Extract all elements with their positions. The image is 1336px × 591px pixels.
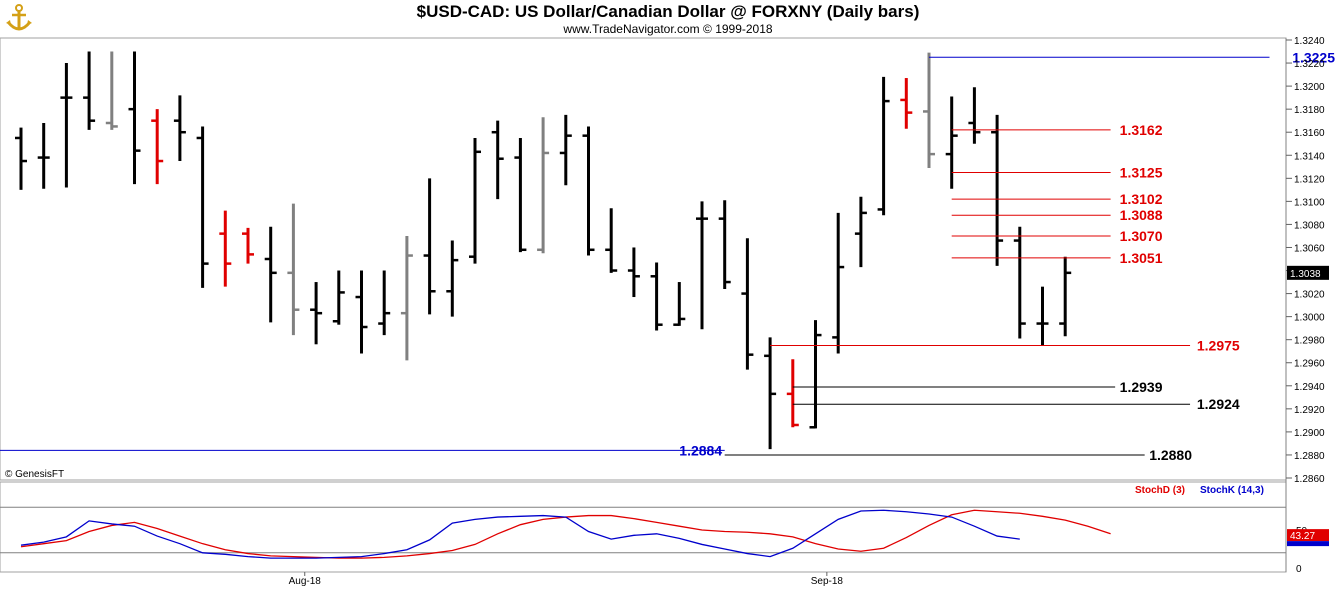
ohlc-bar xyxy=(355,270,368,354)
credit-text: © GenesisFT xyxy=(5,469,64,480)
ohlc-bar xyxy=(877,76,890,216)
y-tick-label: 1.2980 xyxy=(1294,336,1325,347)
y-tick-label: 1.3200 xyxy=(1294,82,1325,93)
level-label: 1.2884 xyxy=(679,442,722,458)
ohlc-bar xyxy=(605,208,618,273)
ohlc-bar xyxy=(854,196,867,268)
y-tick-label: 1.3240 xyxy=(1294,36,1325,47)
y-tick-label: 1.3000 xyxy=(1294,313,1325,324)
ohlc-bar xyxy=(264,226,277,323)
stoch-last-label: 43.27 xyxy=(1290,531,1315,542)
y-tick-label: 1.3060 xyxy=(1294,243,1325,254)
x-tick-label: Sep-18 xyxy=(811,576,844,587)
price-panel xyxy=(0,37,1287,481)
level-label: 1.2939 xyxy=(1120,379,1163,395)
level-label: 1.3102 xyxy=(1120,191,1163,207)
level-label: 1.3088 xyxy=(1120,207,1163,223)
ohlc-bar xyxy=(15,127,27,190)
level-label: 1.3070 xyxy=(1120,228,1163,244)
anchor-logo-icon xyxy=(4,2,34,34)
chart-subtitle: www.TradeNavigator.com © 1999-2018 xyxy=(563,22,773,36)
y-tick-label: 1.2960 xyxy=(1294,359,1325,370)
stoch-tick-label: 0 xyxy=(1296,564,1302,575)
y-tick-label: 1.2920 xyxy=(1294,405,1325,416)
ohlc-bar xyxy=(832,212,845,354)
ohlc-bar xyxy=(287,203,300,336)
ohlc-bar xyxy=(900,78,913,129)
legend-stochk: StochK (14,3) xyxy=(1200,485,1264,496)
ohlc-bar xyxy=(741,238,754,370)
ohlc-bar xyxy=(650,262,663,331)
ohlc-bar xyxy=(60,63,73,188)
ohlc-bar xyxy=(196,126,209,288)
level-label: 1.2924 xyxy=(1197,396,1240,412)
ohlc-bar xyxy=(627,247,640,298)
ohlc-bar xyxy=(764,337,777,450)
last-price-label: 1.3038 xyxy=(1290,269,1321,280)
y-tick-label: 1.2880 xyxy=(1294,451,1325,462)
ohlc-bar xyxy=(310,282,323,345)
x-tick-label: Aug-18 xyxy=(289,576,322,587)
ohlc-bar xyxy=(491,120,504,200)
ohlc-bar xyxy=(83,51,96,130)
ohlc-bar xyxy=(37,122,50,189)
ohlc-bar xyxy=(945,96,958,189)
ohlc-bar xyxy=(446,240,459,317)
y-tick-label: 1.3120 xyxy=(1294,174,1325,185)
level-label: 1.3125 xyxy=(1120,165,1163,181)
y-tick-label: 1.3020 xyxy=(1294,290,1325,301)
level-label: 1.3051 xyxy=(1120,250,1163,266)
ohlc-bar xyxy=(332,270,345,325)
ohlc-bar xyxy=(718,200,731,289)
y-tick-label: 1.3100 xyxy=(1294,197,1325,208)
ohlc-bar xyxy=(1059,256,1072,337)
ohlc-bar xyxy=(923,52,935,168)
y-tick-label: 1.2900 xyxy=(1294,428,1325,439)
y-tick-label: 1.3180 xyxy=(1294,105,1325,116)
level-label: 1.2975 xyxy=(1197,337,1240,353)
chart-title: $USD-CAD: US Dollar/Canadian Dollar @ FO… xyxy=(416,2,920,21)
stoch-last-box xyxy=(1287,529,1329,542)
stochastic-panel xyxy=(0,481,1287,573)
ohlc-bar xyxy=(537,117,550,254)
ohlc-bar xyxy=(559,114,572,186)
ohlc-bar xyxy=(151,109,164,185)
level-label: 1.2880 xyxy=(1149,447,1192,463)
ohlc-bar xyxy=(514,137,527,253)
ohlc-bar xyxy=(673,282,686,326)
ohlc-bar xyxy=(968,87,981,144)
ohlc-bar xyxy=(1036,286,1049,346)
level-label: 1.3225 xyxy=(1292,49,1335,65)
stoch-k-last-box xyxy=(1287,541,1329,547)
y-tick-label: 1.3220 xyxy=(1294,59,1325,70)
ohlc-bar xyxy=(423,178,436,315)
last-price-box xyxy=(1287,265,1329,280)
ohlc-bar xyxy=(1013,226,1026,339)
level-label: 1.3162 xyxy=(1120,122,1163,138)
price-axis xyxy=(1286,38,1336,572)
ohlc-bar xyxy=(696,201,708,330)
y-tick-label: 1.3160 xyxy=(1294,128,1325,139)
y-tick-label: 1.2940 xyxy=(1294,382,1325,393)
y-tick-label: 1.2860 xyxy=(1294,474,1325,485)
ohlc-bar xyxy=(991,114,1004,266)
chart-header: $USD-CAD: US Dollar/Canadian Dollar @ FO… xyxy=(0,0,1336,38)
ohlc-bar xyxy=(400,235,413,361)
ohlc-bar xyxy=(378,270,391,336)
ohlc-bar xyxy=(469,137,481,264)
ohlc-bar xyxy=(219,210,232,287)
ohlc-bar xyxy=(786,359,799,428)
ohlc-bar xyxy=(582,126,595,256)
ohlc-bar xyxy=(128,51,141,185)
ohlc-bar xyxy=(809,320,822,429)
ohlc-bar xyxy=(105,51,118,130)
stoch-series-line xyxy=(20,509,1020,559)
ohlc-bar xyxy=(242,227,254,264)
legend-stochd: StochD (3) xyxy=(1135,485,1185,496)
ohlc-bar xyxy=(173,95,186,162)
y-tick-label: 1.3140 xyxy=(1294,151,1325,162)
y-tick-label: 1.3080 xyxy=(1294,220,1325,231)
